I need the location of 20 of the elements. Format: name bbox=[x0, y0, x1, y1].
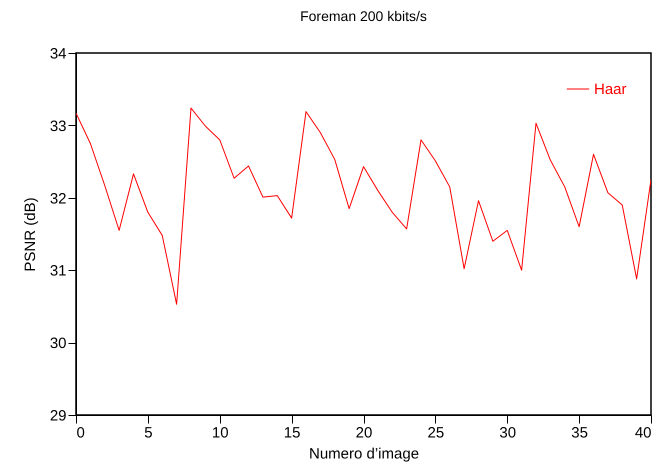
x-tick-label: 25 bbox=[428, 424, 444, 442]
y-tick-label: 32 bbox=[50, 190, 66, 208]
x-tick-label: 30 bbox=[499, 424, 516, 442]
x-tick-label: 5 bbox=[144, 424, 153, 442]
x-axis-title: Numero d’image bbox=[308, 446, 420, 462]
x-tick-label: 0 bbox=[76, 424, 85, 442]
y-tick-label: 31 bbox=[50, 262, 66, 280]
y-tick-label: 33 bbox=[50, 118, 66, 135]
y-axis-title: PSNR (dB) bbox=[22, 197, 39, 272]
x-tick-label: 20 bbox=[356, 424, 372, 442]
x-tick-label: 35 bbox=[571, 424, 588, 442]
x-tick-label: 40 bbox=[634, 424, 652, 442]
x-tick-label: 15 bbox=[284, 424, 300, 442]
chart-title: Foreman 200 kbits/s bbox=[300, 8, 427, 24]
legend-label: Haar bbox=[594, 81, 627, 98]
line-series bbox=[76, 108, 651, 305]
y-tick-label: 34 bbox=[50, 46, 66, 62]
y-tick-label: 30 bbox=[50, 335, 66, 352]
y-tick-label: 29 bbox=[50, 408, 66, 424]
x-tick-label: 10 bbox=[212, 424, 229, 442]
